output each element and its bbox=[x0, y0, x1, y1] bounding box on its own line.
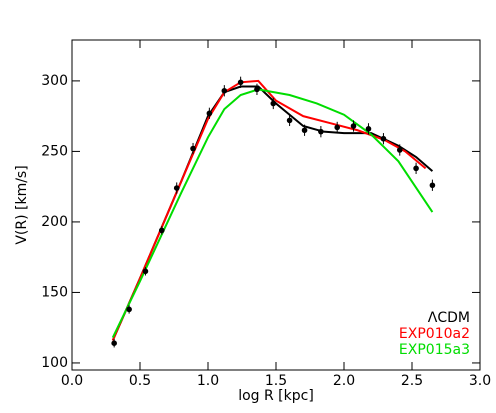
data-point bbox=[190, 145, 196, 152]
data-point bbox=[206, 110, 213, 117]
data-point bbox=[301, 127, 308, 134]
data-point bbox=[173, 185, 180, 191]
data-point bbox=[380, 135, 387, 142]
data-point bbox=[350, 123, 357, 129]
x-tick-label: 2.5 bbox=[401, 373, 423, 389]
x-tick-label: 3.0 bbox=[469, 373, 491, 389]
data-point bbox=[334, 124, 341, 131]
legend-entry: EXP015a3 bbox=[399, 342, 470, 358]
x-tick-label: 1.5 bbox=[265, 373, 287, 389]
data-point bbox=[126, 306, 132, 313]
data-point bbox=[429, 182, 436, 189]
line bbox=[111, 88, 434, 338]
y-tick-label: 200 bbox=[41, 214, 68, 230]
data-point bbox=[318, 128, 324, 135]
y-tick-label: 150 bbox=[41, 284, 68, 300]
data-point bbox=[254, 86, 260, 93]
data-point bbox=[158, 227, 165, 234]
line bbox=[111, 79, 427, 341]
x-tick-label: 2.0 bbox=[333, 373, 355, 389]
data-point bbox=[413, 165, 419, 172]
data-point bbox=[270, 100, 277, 107]
data-point bbox=[365, 126, 372, 132]
plot-frame bbox=[71, 39, 481, 371]
data-point bbox=[221, 87, 228, 94]
data-point bbox=[142, 268, 149, 275]
data-point bbox=[396, 147, 403, 153]
y-tick-label: 100 bbox=[41, 355, 68, 371]
data-point bbox=[237, 79, 244, 86]
x-tick-label: 0.5 bbox=[129, 373, 151, 389]
y-tick-label: 300 bbox=[41, 73, 68, 89]
legend-entry: EXP010a2 bbox=[399, 326, 470, 342]
legend-entry: ΛCDM bbox=[428, 310, 470, 326]
y-axis-label: V(R) [km/s] bbox=[14, 165, 30, 244]
x-tick-label: 1.0 bbox=[197, 373, 219, 389]
y-tick-label: 250 bbox=[41, 143, 68, 159]
x-axis-label: log R [kpc] bbox=[238, 388, 314, 404]
data-point bbox=[286, 117, 293, 124]
data-point bbox=[111, 340, 117, 347]
line bbox=[111, 85, 434, 341]
x-tick-label: 0.0 bbox=[61, 373, 83, 389]
